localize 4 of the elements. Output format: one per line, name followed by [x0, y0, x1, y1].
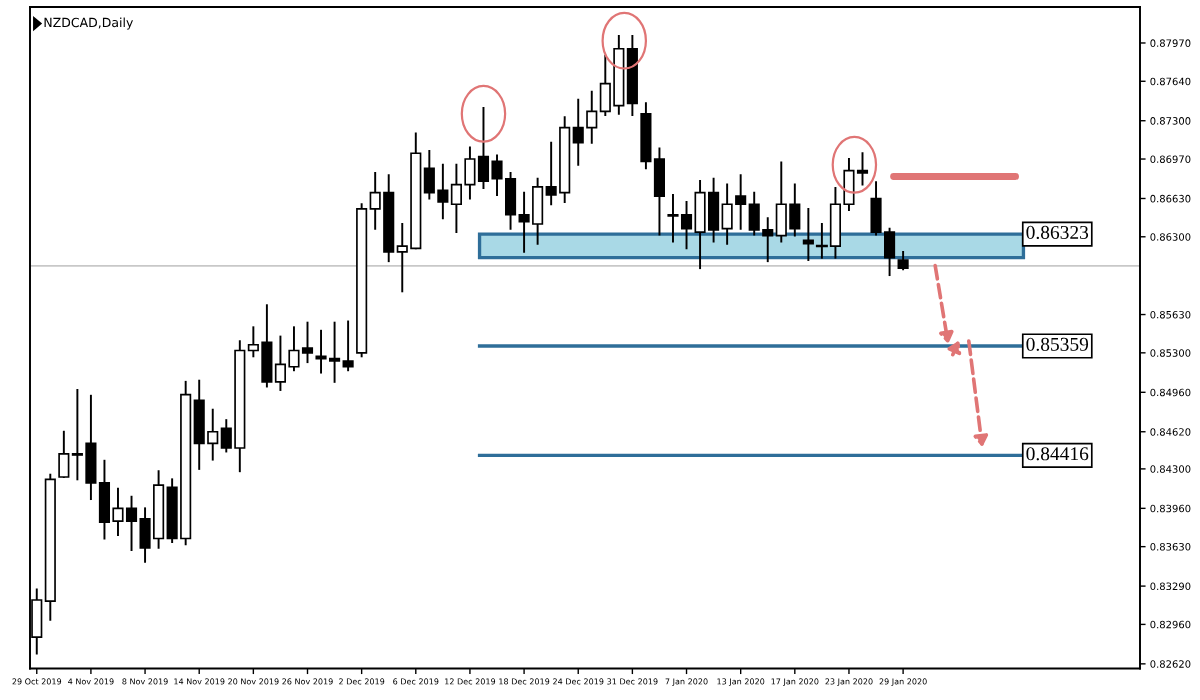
ref-line-label: 0.84416 [1026, 447, 1089, 461]
candlestick [802, 207, 814, 261]
ref-line-label: 0.85359 [1026, 337, 1089, 351]
band-label: 0.86323 [1026, 225, 1089, 240]
